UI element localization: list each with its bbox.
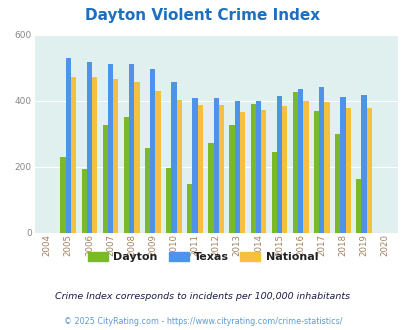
Bar [129,64,134,233]
Bar [218,105,224,233]
Bar [297,89,303,233]
Text: © 2025 CityRating.com - https://www.cityrating.com/crime-statistics/: © 2025 CityRating.com - https://www.city… [64,317,341,326]
Bar [303,101,308,233]
Bar [360,95,366,233]
Bar [345,108,350,233]
Bar [334,134,339,233]
Bar [229,125,234,233]
Bar [102,125,108,233]
Legend: Dayton, Texas, National: Dayton, Texas, National [83,248,322,267]
Bar [339,97,345,233]
Bar [324,102,329,233]
Bar [66,58,71,233]
Text: Dayton Violent Crime Index: Dayton Violent Crime Index [85,8,320,23]
Bar [239,112,245,233]
Bar [113,79,118,233]
Bar [208,143,213,233]
Bar [187,184,192,233]
Bar [276,96,281,233]
Bar [260,110,266,233]
Bar [250,104,255,233]
Text: Crime Index corresponds to incidents per 100,000 inhabitants: Crime Index corresponds to incidents per… [55,292,350,301]
Bar [124,117,129,233]
Bar [318,87,324,233]
Bar [171,82,176,233]
Bar [292,92,297,233]
Bar [108,64,113,233]
Bar [313,111,318,233]
Bar [155,91,160,233]
Bar [60,157,66,233]
Bar [134,82,139,233]
Bar [197,105,202,233]
Bar [271,152,276,233]
Bar [176,100,181,233]
Bar [145,148,150,233]
Bar [166,168,171,233]
Bar [255,101,260,233]
Bar [92,77,97,233]
Bar [213,98,218,233]
Bar [366,108,371,233]
Bar [281,106,287,233]
Bar [150,69,155,233]
Bar [71,77,76,233]
Bar [234,101,239,233]
Bar [87,62,92,233]
Bar [355,179,360,233]
Bar [192,98,197,233]
Bar [81,169,87,233]
